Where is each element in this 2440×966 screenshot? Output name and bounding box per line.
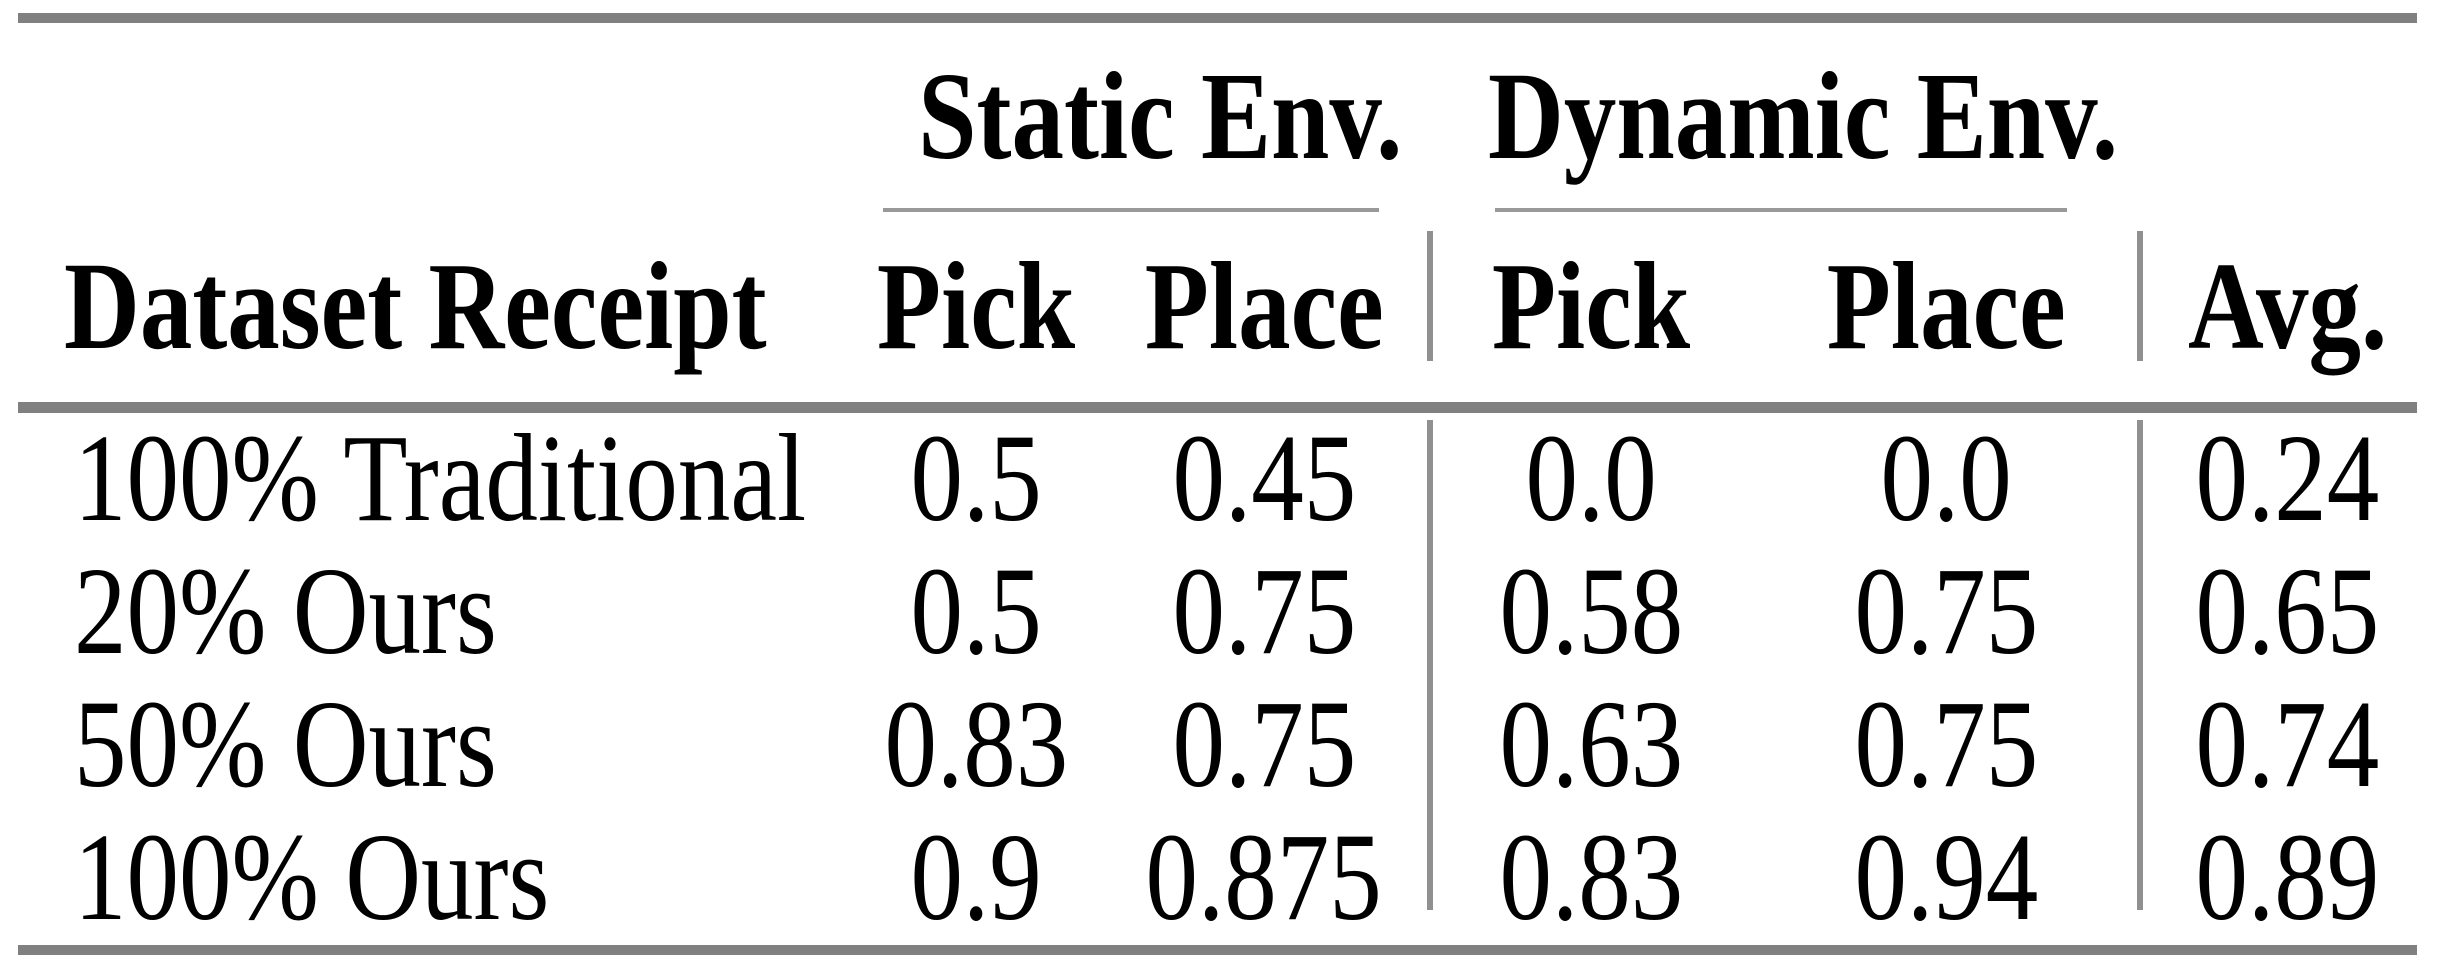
table-cell: 0.9	[910, 809, 1043, 947]
table-cell: 0.94	[1854, 809, 2039, 947]
table-group-header-row: Static Env. Dynamic Env.	[18, 23, 2417, 212]
row-label-50-ours: 50% Ours	[74, 676, 497, 814]
vertical-rule-body-static-dynamic	[1427, 420, 1433, 910]
table-column-header-row: Dataset Receipt Pick Place Pick Place Av…	[18, 212, 2417, 402]
table-cell: 0.75	[1854, 543, 2039, 681]
table-header-separator-rule	[18, 402, 2417, 413]
table-cell: 0.65	[2195, 543, 2380, 681]
table-cell: 0.0	[1880, 410, 2013, 548]
group-header-static-env: Static Env.	[873, 23, 1448, 212]
table-cell: 0.74	[2195, 676, 2380, 814]
table-cell: 0.5	[910, 543, 1043, 681]
group-header-dynamic-env-label: Dynamic Env.	[1487, 48, 2119, 186]
column-header-static-pick: Pick	[877, 237, 1076, 376]
column-header-dynamic-pick: Pick	[1492, 237, 1691, 376]
results-table: Static Env. Dynamic Env. Dataset Receipt…	[18, 13, 2417, 955]
vertical-rule-body-avg	[2137, 420, 2143, 910]
column-header-dataset-receipt: Dataset Receipt	[64, 237, 767, 376]
column-header-avg: Avg.	[2187, 237, 2388, 376]
table-cell: 0.875	[1145, 809, 1383, 947]
vertical-rule-header-static-dynamic	[1427, 231, 1433, 361]
dynamic-env-underline-rule	[1495, 208, 2067, 212]
table-cell: 0.24	[2195, 410, 2380, 548]
table-cell: 0.58	[1499, 543, 1684, 681]
table-cell: 0.89	[2195, 809, 2380, 947]
table-cell: 0.0	[1525, 410, 1658, 548]
table-cell: 0.75	[1172, 543, 1356, 681]
table-cell: 0.45	[1172, 410, 1356, 548]
static-env-underline-rule	[883, 208, 1379, 212]
column-header-dynamic-place: Place	[1826, 237, 2067, 376]
table-top-rule	[18, 13, 2417, 23]
group-header-avg-spacer	[2158, 23, 2417, 212]
row-label-100-ours: 100% Ours	[74, 809, 550, 947]
group-header-spacer	[18, 23, 873, 212]
group-header-static-env-label: Static Env.	[918, 48, 1403, 186]
group-header-dynamic-env: Dynamic Env.	[1448, 23, 2158, 212]
table-cell: 0.63	[1499, 676, 1684, 814]
row-label-100-traditional: 100% Traditional	[74, 410, 807, 548]
column-header-static-place: Place	[1144, 237, 1384, 376]
row-label-20-ours: 20% Ours	[74, 543, 497, 681]
vertical-rule-header-avg	[2137, 231, 2143, 361]
table-cell: 0.83	[1499, 809, 1684, 947]
table-cell: 0.75	[1172, 676, 1356, 814]
table-body: 100% Traditional 0.5 0.45 0.0 0.0 0.24 2…	[18, 413, 2417, 945]
table-bottom-rule	[18, 945, 2417, 955]
table-cell: 0.5	[910, 410, 1043, 548]
table-cell: 0.83	[884, 676, 1069, 814]
table-cell: 0.75	[1854, 676, 2039, 814]
